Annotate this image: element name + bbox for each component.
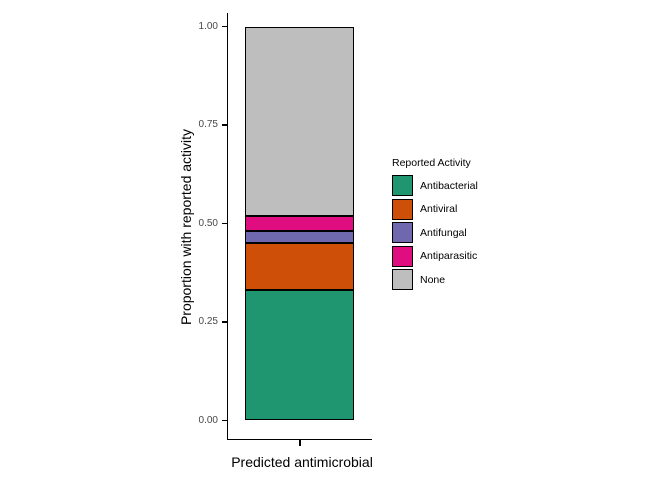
bar-segment-antifungal: [245, 231, 354, 244]
y-tick-mark: [221, 321, 228, 323]
y-tick-label: 0.50: [198, 217, 218, 229]
legend-swatch-icon: [392, 269, 413, 290]
bar-segment-antibacterial: [245, 290, 354, 421]
y-tick-label: 1.00: [198, 20, 218, 32]
bar-segment-none: [245, 26, 354, 216]
y-tick-label: 0.25: [198, 316, 218, 327]
legend-item-none: None: [392, 269, 478, 290]
legend-title: Reported Activity: [392, 157, 471, 169]
y-tick-label: 0.00: [198, 414, 218, 426]
legend-label: Antiparasitic: [420, 250, 478, 262]
x-tick-mark: [299, 440, 301, 446]
x-axis-title: Predicted antimicrobial: [231, 454, 373, 470]
y-tick-mark: [221, 222, 228, 225]
legend-items: Antibacterial Antiviral Antifungal Antipara…: [392, 175, 478, 290]
legend-item-antibacterial: Antibacterial: [392, 175, 478, 196]
legend: Reported Activity Antibacterial Antiviral…: [392, 157, 478, 293]
y-tick-mark: [221, 124, 228, 126]
legend-swatch-icon: [392, 175, 413, 196]
legend-item-antiparasitic: Antiparasitic: [392, 245, 478, 267]
legend-label: None: [420, 273, 446, 286]
y-tick-label: 0.75: [198, 119, 218, 130]
legend-swatch-icon: [392, 198, 413, 220]
stacked-bar: [245, 26, 354, 421]
bar-segment-antiparasitic: [245, 215, 354, 232]
x-axis-line: [227, 439, 372, 441]
legend-label: Antiviral: [420, 203, 458, 215]
legend-swatch-icon: [392, 245, 413, 267]
legend-swatch-icon: [392, 222, 413, 243]
legend-item-antiviral: Antiviral: [392, 198, 478, 220]
y-tick-mark: [221, 419, 228, 422]
y-axis-line: [227, 13, 229, 440]
legend-label: Antibacterial: [420, 179, 478, 192]
y-tick-mark: [221, 25, 228, 28]
legend-label: Antifungal: [420, 226, 467, 239]
bar-segment-antiviral: [245, 243, 354, 291]
legend-item-antifungal: Antifungal: [392, 222, 478, 243]
